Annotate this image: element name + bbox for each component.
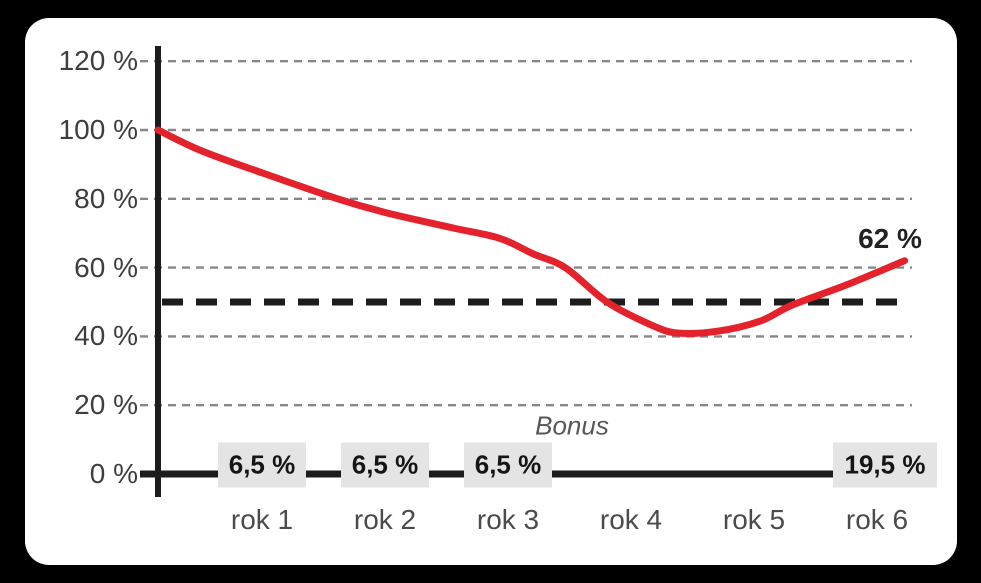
y-tick-label-120: 120 % xyxy=(58,45,138,77)
bonus-annotation: Bonus xyxy=(535,410,609,441)
bonus-box-rok-6: 19,5 % xyxy=(833,442,937,488)
x-tick-label-rok-1: rok 1 xyxy=(230,504,294,535)
x-tick-label-rok-3: rok 3 xyxy=(476,504,540,535)
y-tick-label-80: 80 % xyxy=(74,182,138,214)
y-tick-label-0: 0 % xyxy=(89,458,138,489)
value-curve xyxy=(154,126,909,337)
x-tick-label-rok-4: rok 4 xyxy=(599,504,663,535)
y-tick-label-60: 60 % xyxy=(74,251,138,283)
x-tick-label-rok-5: rok 5 xyxy=(722,504,786,535)
bonus-box-rok-1: 6,5 % xyxy=(218,442,306,488)
bonus-box-rok-3: 6,5 % xyxy=(464,442,552,488)
curve-end-value-label: 62 % xyxy=(858,223,922,254)
y-tick-label-20: 20 % xyxy=(74,389,138,421)
y-tick-label-100: 100 % xyxy=(58,114,138,145)
bonus-box-rok-2: 6,5 % xyxy=(341,442,429,488)
x-tick-label-rok-6: rok 6 xyxy=(845,504,909,535)
y-tick-label-40: 40 % xyxy=(74,320,138,352)
x-tick-label-rok-2: rok 2 xyxy=(353,504,417,535)
